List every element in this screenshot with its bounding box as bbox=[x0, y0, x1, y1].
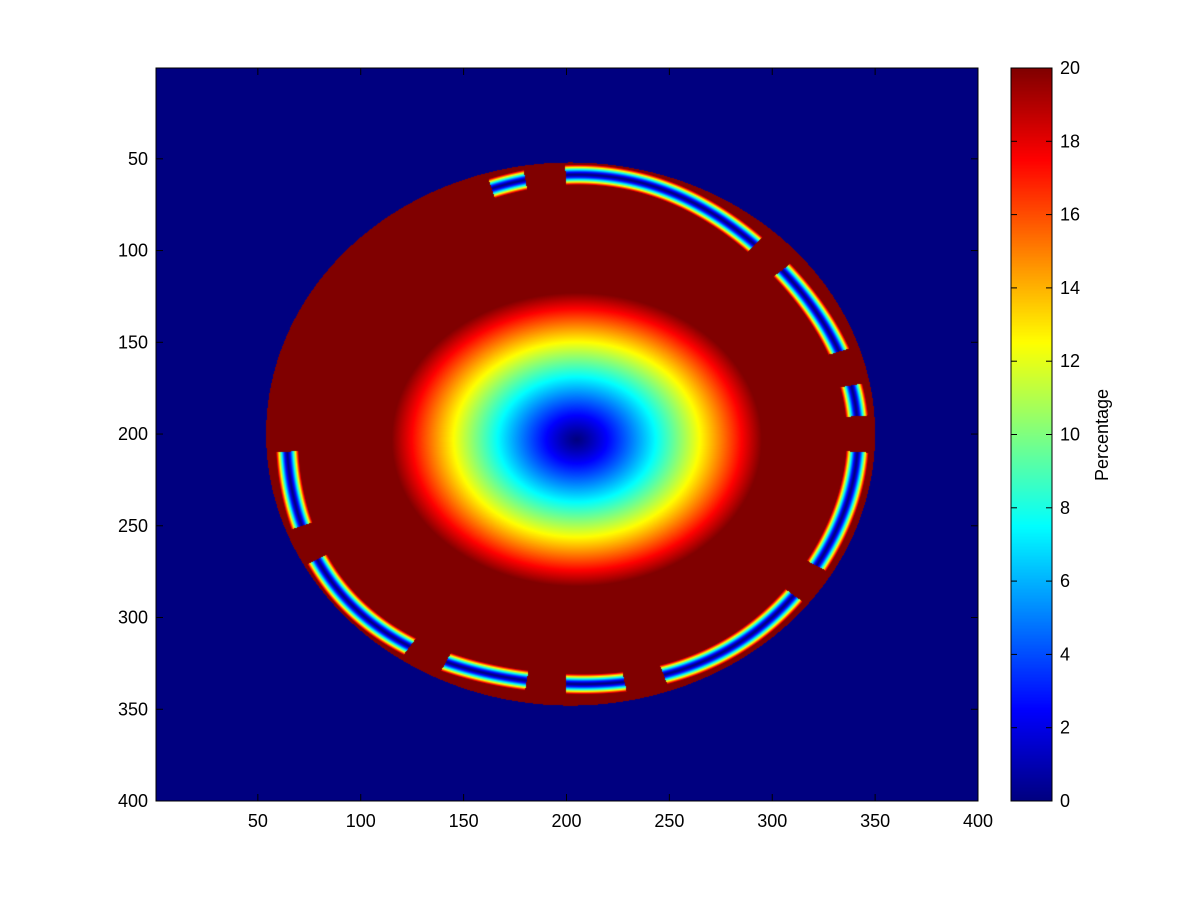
y-tick-label: 150 bbox=[118, 332, 148, 352]
colorbar-tick-label: 2 bbox=[1060, 718, 1070, 738]
y-axis: 50 100 150 200 250 300 350 400 bbox=[118, 149, 978, 811]
colorbar-label: Percentage bbox=[1092, 389, 1112, 481]
x-tick-label: 350 bbox=[860, 811, 890, 831]
colorbar-tick-label: 12 bbox=[1060, 351, 1080, 371]
colorbar-tick-label: 16 bbox=[1060, 205, 1080, 225]
y-tick-label: 250 bbox=[118, 516, 148, 536]
colorbar-gradient bbox=[1011, 68, 1052, 801]
colorbar-tick-label: 10 bbox=[1060, 425, 1080, 445]
x-tick-label: 200 bbox=[551, 811, 581, 831]
y-tick-label: 300 bbox=[118, 608, 148, 628]
x-tick-label: 100 bbox=[346, 811, 376, 831]
x-axis: 50 100 150 200 250 300 350 400 bbox=[248, 68, 993, 831]
colorbar-tick-label: 4 bbox=[1060, 644, 1070, 664]
colorbar-tick-label: 18 bbox=[1060, 131, 1080, 151]
colorbar-tick-label: 8 bbox=[1060, 498, 1070, 518]
colorbar-tick-label: 20 bbox=[1060, 58, 1080, 78]
x-tick-label: 150 bbox=[449, 811, 479, 831]
y-tick-label: 50 bbox=[128, 149, 148, 169]
y-tick-label: 200 bbox=[118, 424, 148, 444]
x-tick-label: 250 bbox=[654, 811, 684, 831]
x-tick-label: 50 bbox=[248, 811, 268, 831]
y-tick-label: 100 bbox=[118, 241, 148, 261]
y-tick-label: 350 bbox=[118, 699, 148, 719]
colorbar-tick-label: 14 bbox=[1060, 278, 1080, 298]
colorbar-tick-label: 0 bbox=[1060, 791, 1070, 811]
colorbar-tick-label: 6 bbox=[1060, 571, 1070, 591]
heatmap-image bbox=[156, 68, 978, 801]
colorbar-axis: 0 2 4 6 8 10 12 14 16 18 20 bbox=[1011, 58, 1080, 811]
x-tick-label: 400 bbox=[963, 811, 993, 831]
y-tick-label: 400 bbox=[118, 791, 148, 811]
x-tick-label: 300 bbox=[757, 811, 787, 831]
